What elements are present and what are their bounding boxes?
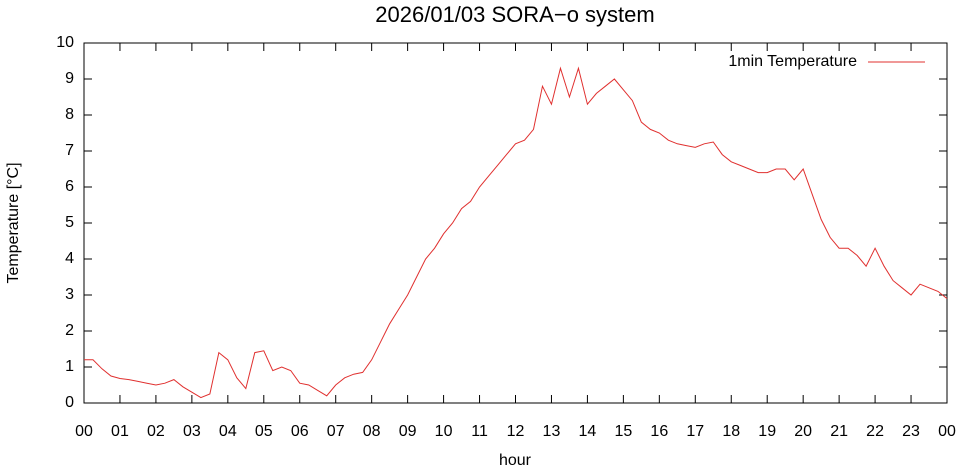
data-line: [84, 66, 948, 399]
x-tick-label: 02: [147, 423, 165, 440]
x-tick-label: 12: [507, 423, 525, 440]
x-axis-label: hour: [499, 452, 532, 469]
y-tick-label: 0: [65, 394, 74, 411]
y-tick-label: 7: [65, 142, 74, 159]
x-tick-label: 10: [435, 423, 453, 440]
legend-label: 1min Temperature: [728, 53, 857, 70]
y-tick-label: 6: [65, 178, 74, 195]
x-tick-label: 17: [686, 423, 704, 440]
x-tick-label: 03: [183, 423, 201, 440]
x-tick-label: 13: [543, 423, 561, 440]
chart-title: 2026/01/03 SORA−o system: [375, 2, 654, 27]
x-tick-label: 07: [327, 423, 345, 440]
x-tick-label: 20: [794, 423, 812, 440]
x-tick-label: 09: [399, 423, 417, 440]
x-tick-label: 18: [722, 423, 740, 440]
plot-frame: [83, 42, 948, 404]
y-axis-label: Temperature [°C]: [5, 162, 22, 283]
x-tick-label: 21: [830, 423, 848, 440]
y-tick-label: 2: [65, 322, 74, 339]
y-tick-label: 3: [65, 286, 74, 303]
x-tick-label: 05: [255, 423, 273, 440]
x-tick-label: 08: [363, 423, 381, 440]
x-tick-label: 23: [902, 423, 920, 440]
y-tick-label: 4: [65, 250, 74, 267]
x-tick-label: 00: [938, 423, 956, 440]
x-tick-label: 04: [219, 423, 237, 440]
x-tick-label: 06: [291, 423, 309, 440]
x-tick-label: 22: [866, 423, 884, 440]
y-tick-label: 9: [65, 70, 74, 87]
x-tick-label: 01: [111, 423, 129, 440]
x-tick-label: 15: [614, 423, 632, 440]
x-tick-label: 00: [75, 423, 93, 440]
y-tick-label: 8: [65, 106, 74, 123]
x-tick-label: 11: [471, 423, 488, 440]
x-tick-label: 14: [579, 423, 597, 440]
y-tick-label: 10: [56, 34, 74, 51]
y-tick-label: 5: [65, 214, 74, 231]
x-tick-label: 16: [650, 423, 668, 440]
y-tick-label: 1: [65, 358, 74, 375]
x-tick-label: 19: [758, 423, 776, 440]
